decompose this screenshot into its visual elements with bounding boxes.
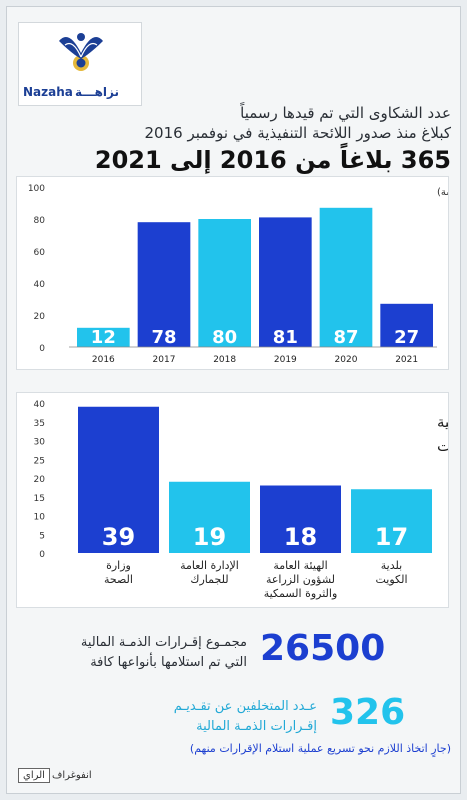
alrai-logo: الراي <box>18 768 50 783</box>
yearly-bar-chart: 0 20 40 60 80 100 (بعضها أُحيل للنيابة العام و… <box>28 182 467 365</box>
bar <box>169 481 250 553</box>
y-tick-label: 20 <box>34 312 46 322</box>
bar-value-label: 78 <box>151 327 176 348</box>
chart-annotation: (بعضها أُحيل للنيابة العام وبعضها قيد ال… <box>437 182 448 198</box>
x-tick-label: 2020 <box>335 355 358 365</box>
x-tick-label: 2019 <box>274 355 297 365</box>
y-tick-label: 25 <box>34 456 45 466</box>
stat-late-label-2: إقـرارات الذمـة المالية <box>196 719 317 734</box>
logo-name-en: Nazaha <box>23 85 73 99</box>
bar <box>380 303 433 347</box>
eagle-icon <box>59 33 103 71</box>
chart-title-line-1: أكثر الجهات الحكومية <box>437 412 448 431</box>
y-tick-label: 40 <box>34 400 46 410</box>
y-tick-label: 80 <box>34 216 46 226</box>
stat-late-label-1: عـدد المتخلفين عن تقـديـم <box>173 699 317 714</box>
bar-value-label: 81 <box>273 327 298 348</box>
y-tick-label: 35 <box>34 419 45 429</box>
chart-title-line-2: المُقدّم بحقها بلاغات <box>437 437 448 455</box>
bar-value-label: 80 <box>212 327 237 348</box>
y-tick-label: 100 <box>28 184 45 194</box>
x-tick-label: 2018 <box>213 355 236 365</box>
y-tick-label: 40 <box>34 280 46 290</box>
x-tick-label: الصحة <box>104 573 133 586</box>
header-line-1: عدد الشكاوى التي تم قيدها رسمياً <box>240 104 451 122</box>
footnote: (جارٍ اتخاذ اللازم نحو تسريع عملية استلا… <box>189 742 451 755</box>
bar <box>319 207 373 347</box>
bar-value-label: 18 <box>284 523 317 551</box>
y-tick-label: 0 <box>39 344 45 354</box>
x-tick-label: الهيئة العامة <box>273 559 327 572</box>
x-tick-label: للجمارك <box>190 573 228 586</box>
stat-late-value: 326 <box>330 692 406 733</box>
agencies-bar-chart: 0 5 10 15 20 25 30 35 40 أكثر الجهات الحكومية المُ… <box>34 400 467 600</box>
bar <box>137 222 191 347</box>
header-line-2: كبلاغ منذ صدور اللائحة التنفيذية في نوفم… <box>144 124 452 142</box>
x-tick-label: 2016 <box>92 355 115 365</box>
stat-declarations-label-1: مجمـوع إقـرارات الذمـة المالية <box>80 635 247 650</box>
bar <box>351 489 432 553</box>
y-tick-label: 60 <box>34 248 46 258</box>
y-tick-label: 15 <box>34 494 45 504</box>
credit-label: انفوغراف <box>52 770 92 781</box>
bar-value-label: 17 <box>375 523 408 551</box>
bar-value-label: 19 <box>193 523 226 551</box>
stat-declarations: 26500 مجمـوع إقـرارات الذمـة المالية الت… <box>16 628 447 678</box>
y-tick-label: 20 <box>34 475 46 485</box>
bar <box>260 485 341 553</box>
logo-name-ar: نزاهـــة <box>75 85 119 99</box>
x-tick-label: والثروة السمكية <box>264 587 338 600</box>
bar <box>78 406 159 553</box>
stat-late: 326 عـدد المتخلفين عن تقـديـم إقـرارات ا… <box>16 692 447 738</box>
stat-declarations-label-2: التي تم استلامها بأنواعها كافة <box>90 655 247 670</box>
bar-value-label: 87 <box>333 327 358 348</box>
x-tick-label: لشؤون الزراعة <box>266 573 335 586</box>
headline: 365 بلاغاً من 2016 إلى 2021 <box>94 146 451 174</box>
y-tick-label: 30 <box>34 438 46 448</box>
bar <box>259 217 312 347</box>
bar-value-label: 39 <box>102 523 135 551</box>
x-tick-label: وزارة <box>106 559 131 572</box>
x-tick-label: الإدارة العامة <box>180 559 239 572</box>
x-tick-label: 2021 <box>395 355 418 365</box>
x-tick-label: بلدية <box>381 559 402 572</box>
yearly-chart-panel: 0 20 40 60 80 100 (بعضها أُحيل للنيابة العام و… <box>16 176 467 370</box>
y-tick-label: 10 <box>34 513 46 523</box>
agencies-chart-panel: 0 5 10 15 20 25 30 35 40 أكثر الجهات الحكومية المُ… <box>16 392 467 608</box>
nazaha-logo: نزاهـــة Nazaha <box>18 22 142 106</box>
bar-value-label: 12 <box>91 327 116 348</box>
x-tick-label: 2017 <box>153 355 176 365</box>
x-tick-label: الكويت <box>375 573 407 586</box>
bar <box>77 327 130 347</box>
y-tick-label: 5 <box>39 531 45 541</box>
stat-declarations-value: 26500 <box>260 628 386 669</box>
bar-value-label: 27 <box>394 327 419 348</box>
bar <box>198 219 251 347</box>
y-tick-label: 0 <box>39 550 45 560</box>
